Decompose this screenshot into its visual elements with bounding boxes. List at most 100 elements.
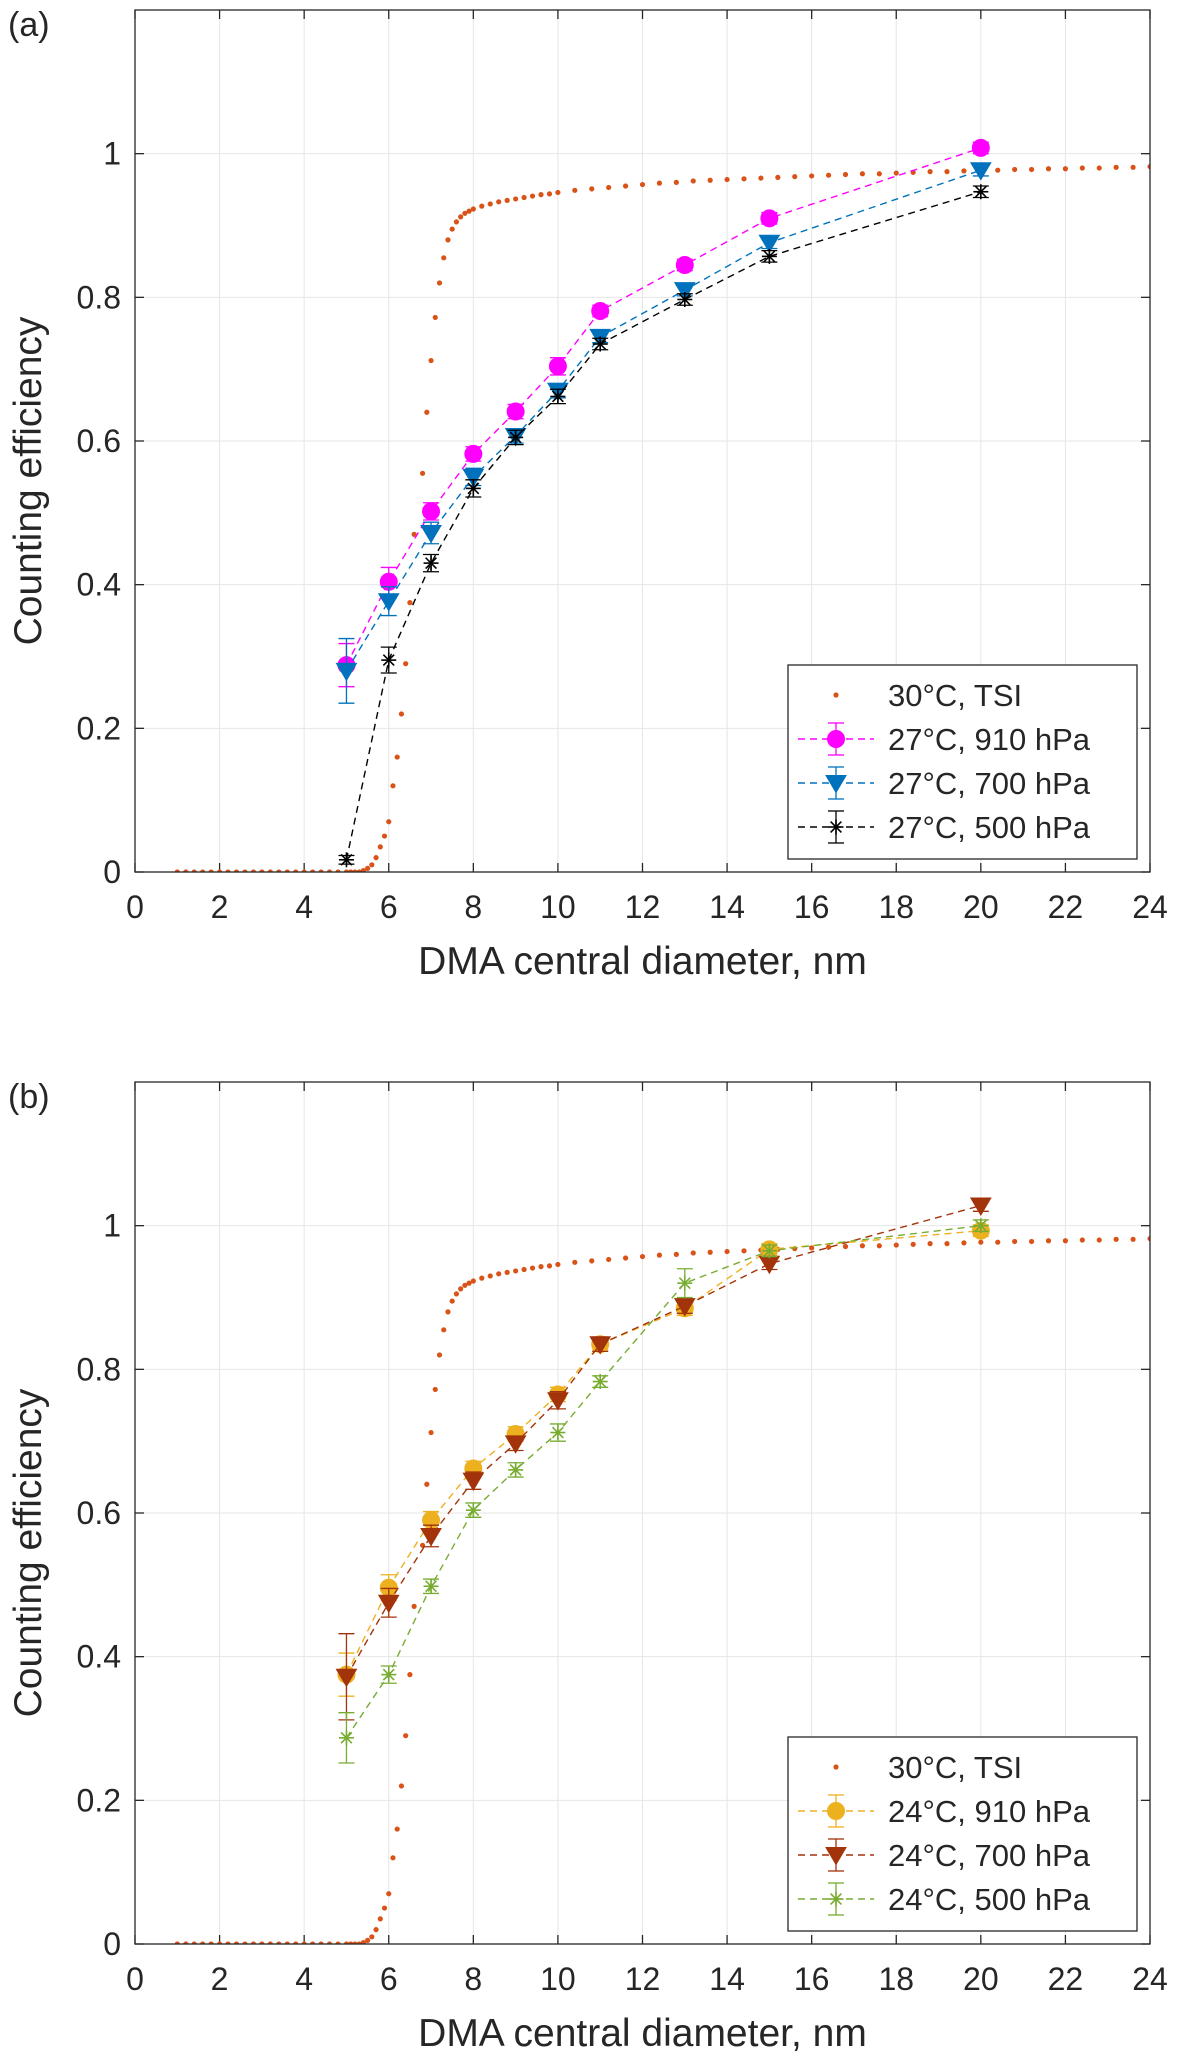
tsi-point bbox=[859, 171, 866, 177]
x-tick-label: 2 bbox=[211, 1961, 229, 1997]
tsi-point bbox=[1062, 1238, 1069, 1244]
tsi-point bbox=[961, 168, 967, 174]
data-point bbox=[592, 1374, 608, 1390]
data-point bbox=[423, 555, 439, 571]
tsi-point bbox=[690, 178, 696, 184]
data-point bbox=[969, 162, 992, 181]
tsi-point bbox=[639, 181, 646, 188]
tsi-point bbox=[842, 171, 849, 178]
x-tick-label: 16 bbox=[794, 889, 830, 925]
x-tick-label: 24 bbox=[1132, 889, 1168, 925]
panel-label: (b) bbox=[8, 1078, 50, 1116]
tsi-point bbox=[496, 199, 502, 205]
x-tick-label: 0 bbox=[126, 889, 144, 925]
legend-entry: 24°C, 700 hPa bbox=[798, 1838, 1091, 1873]
asterisk-stroke bbox=[551, 390, 564, 403]
tsi-point bbox=[521, 1266, 527, 1273]
tsi-point bbox=[462, 1282, 468, 1288]
data-point bbox=[422, 502, 441, 521]
x-tick-label: 22 bbox=[1048, 1961, 1084, 1997]
legend-label: 30°C, TSI bbox=[888, 678, 1022, 713]
tsi-point bbox=[893, 1242, 899, 1248]
data-point bbox=[677, 1275, 693, 1291]
legend-marker bbox=[827, 730, 845, 748]
tsi-point bbox=[809, 1245, 815, 1251]
data-point bbox=[338, 852, 354, 868]
tsi-point bbox=[445, 1309, 451, 1315]
legend-marker bbox=[828, 819, 844, 835]
x-tick-label: 20 bbox=[963, 889, 999, 925]
tsi-point bbox=[944, 169, 950, 175]
tsi-point bbox=[419, 470, 426, 476]
tsi-point bbox=[411, 1603, 417, 1609]
asterisk-stroke bbox=[678, 1277, 691, 1290]
legend-entry: 27°C, 500 hPa bbox=[798, 810, 1091, 845]
tsi-point bbox=[466, 208, 472, 214]
asterisk-stroke bbox=[763, 250, 776, 263]
tsi-point bbox=[961, 1240, 967, 1246]
data-point bbox=[677, 291, 693, 307]
y-tick-label: 0.8 bbox=[77, 279, 121, 315]
axes-box bbox=[134, 9, 1151, 873]
tsi-point bbox=[403, 1733, 409, 1739]
series-2 bbox=[335, 1197, 992, 1721]
tsi-point bbox=[606, 184, 612, 191]
tsi-point bbox=[462, 210, 468, 216]
tsi-point bbox=[403, 661, 409, 667]
tsi-point bbox=[622, 183, 629, 189]
data-point bbox=[589, 1336, 612, 1355]
tsi-point bbox=[1079, 165, 1085, 171]
data-point bbox=[420, 1527, 442, 1547]
legend-label: 24°C, 700 hPa bbox=[888, 1838, 1091, 1873]
x-tick-label: 8 bbox=[464, 1961, 482, 1997]
y-tick-label: 0.2 bbox=[77, 710, 121, 746]
tsi-point bbox=[546, 1263, 553, 1269]
tsi-point bbox=[479, 203, 485, 209]
asterisk-stroke bbox=[382, 1668, 395, 1681]
asterisk-stroke bbox=[425, 557, 438, 570]
series-line bbox=[345, 1224, 981, 1739]
y-tick-label: 0.6 bbox=[77, 423, 121, 459]
data-point bbox=[464, 444, 483, 463]
data-point bbox=[973, 1218, 989, 1234]
data-point bbox=[381, 1667, 397, 1683]
tsi-point bbox=[445, 237, 451, 243]
tsi-point bbox=[1045, 166, 1052, 172]
tsi-point bbox=[995, 167, 1001, 173]
data-point bbox=[548, 357, 567, 376]
series-line bbox=[345, 191, 982, 860]
tsi-point bbox=[555, 1261, 561, 1268]
x-tick-label: 12 bbox=[625, 889, 661, 925]
tsi-point bbox=[504, 197, 510, 203]
tsi-point bbox=[1045, 1238, 1052, 1244]
data-point bbox=[381, 652, 397, 668]
tsi-point bbox=[529, 1265, 536, 1271]
tsi-point bbox=[436, 1352, 443, 1358]
asterisk-stroke bbox=[425, 1580, 438, 1593]
legend: 30°C, TSI 24°C, 910 hPa 24°C, 700 hPa 24°C,… bbox=[787, 1736, 1138, 1932]
data-point bbox=[335, 662, 358, 682]
tsi-point bbox=[775, 174, 781, 180]
tsi-point bbox=[432, 314, 438, 321]
x-tick-label: 10 bbox=[540, 889, 576, 925]
tsi-point bbox=[386, 1891, 392, 1897]
tsi-point bbox=[411, 531, 417, 537]
tsi-point bbox=[381, 1905, 388, 1911]
legend-entry: 30°C, TSI bbox=[833, 678, 1022, 713]
asterisk-stroke bbox=[340, 853, 353, 866]
legend-marker bbox=[825, 775, 847, 794]
asterisk-stroke bbox=[382, 654, 395, 667]
tsi-point bbox=[741, 176, 747, 182]
data-point bbox=[673, 282, 696, 301]
tsi-point bbox=[360, 1939, 366, 1944]
data-point bbox=[338, 1730, 354, 1746]
data-point bbox=[675, 256, 694, 275]
tsi-point bbox=[792, 174, 798, 180]
tsi-point bbox=[538, 192, 544, 198]
tsi-point bbox=[1096, 165, 1102, 171]
x-tick-label: 22 bbox=[1048, 889, 1084, 925]
series-3 bbox=[338, 1218, 989, 1764]
tsi-point bbox=[876, 1243, 882, 1249]
x-tick-label: 8 bbox=[464, 889, 482, 925]
